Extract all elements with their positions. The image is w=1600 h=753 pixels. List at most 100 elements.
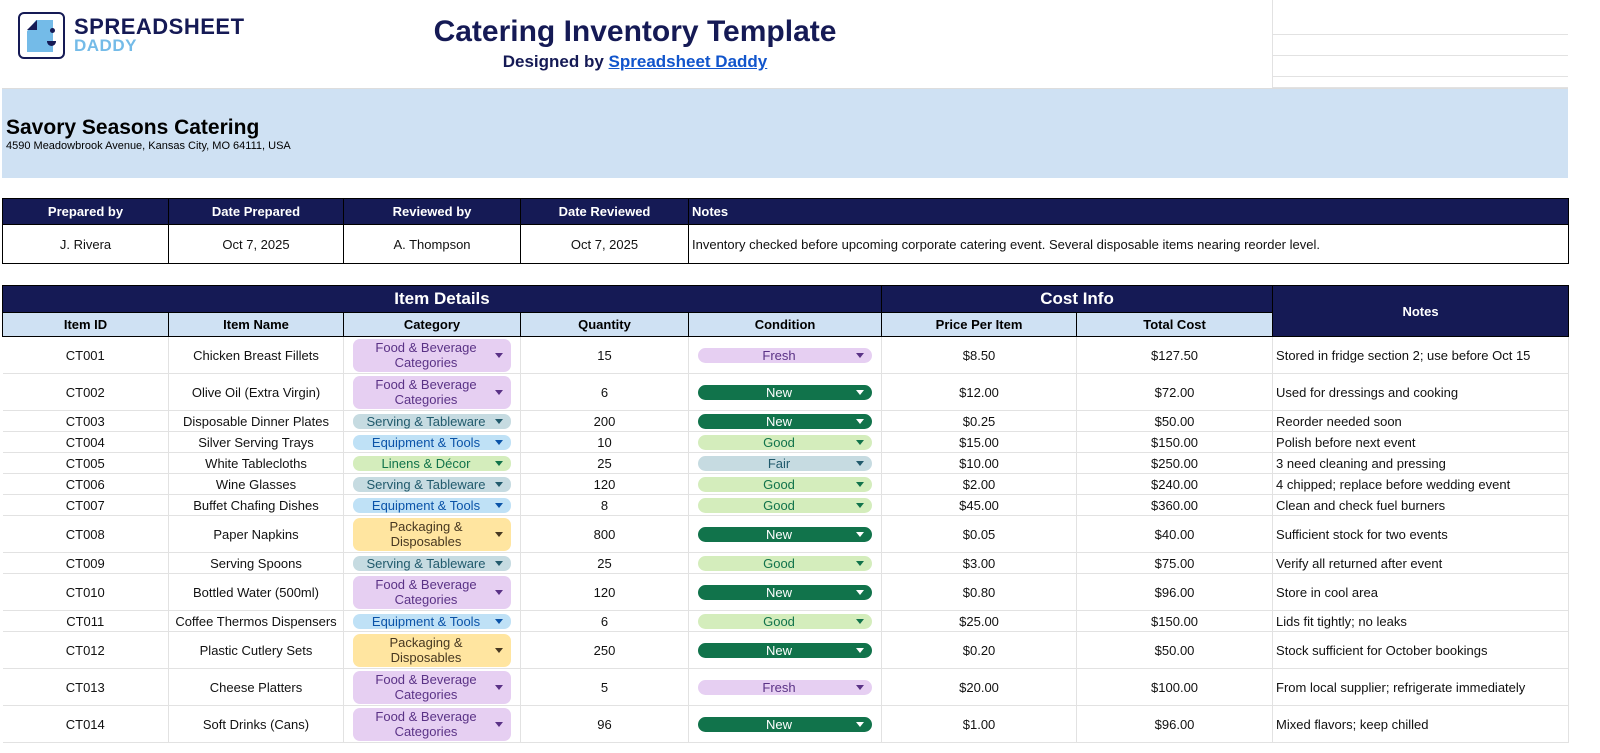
dropdown-arrow-icon[interactable] — [495, 685, 503, 690]
dropdown-arrow-icon[interactable] — [856, 482, 865, 487]
condition-cell[interactable]: New — [688, 410, 883, 432]
category-cell[interactable]: Serving & Tableware — [343, 552, 521, 574]
item-id-cell[interactable]: CT010 — [2, 573, 169, 611]
notes-cell[interactable]: Clean and check fuel burners — [1272, 494, 1570, 516]
total-cost-cell[interactable]: $72.00 — [1076, 373, 1274, 411]
dropdown-arrow-icon[interactable] — [856, 353, 865, 358]
category-cell[interactable]: Serving & Tableware — [343, 473, 521, 495]
condition-cell[interactable]: Good — [688, 473, 883, 495]
dropdown-arrow-icon[interactable] — [856, 722, 865, 727]
price-cell[interactable]: $45.00 — [881, 494, 1078, 516]
notes-cell[interactable]: Inventory checked before upcoming corpor… — [688, 224, 1569, 264]
date-prepared-cell[interactable]: Oct 7, 2025 — [168, 224, 344, 264]
category-cell[interactable]: Food & Beverage Categories — [343, 373, 521, 411]
total-cost-cell[interactable]: $250.00 — [1076, 452, 1274, 474]
condition-dropdown[interactable]: New — [698, 584, 873, 600]
item-name-cell[interactable]: Soft Drinks (Cans) — [168, 705, 344, 743]
condition-dropdown[interactable]: Good — [698, 613, 873, 629]
item-id-cell[interactable]: CT008 — [2, 515, 169, 553]
quantity-cell[interactable]: 250 — [520, 631, 689, 669]
condition-dropdown[interactable]: Fresh — [698, 679, 873, 695]
dropdown-arrow-icon[interactable] — [856, 619, 865, 624]
category-cell[interactable]: Food & Beverage Categories — [343, 573, 521, 611]
category-dropdown[interactable]: Serving & Tableware — [353, 555, 511, 571]
condition-cell[interactable]: Good — [688, 552, 883, 574]
notes-cell[interactable]: Store in cool area — [1272, 573, 1570, 611]
condition-dropdown[interactable]: Good — [698, 555, 873, 571]
item-id-cell[interactable]: CT007 — [2, 494, 169, 516]
dropdown-arrow-icon[interactable] — [856, 532, 865, 537]
item-name-cell[interactable]: Silver Serving Trays — [168, 431, 344, 453]
dropdown-arrow-icon[interactable] — [495, 722, 503, 727]
total-cost-cell[interactable]: $50.00 — [1076, 410, 1274, 432]
notes-cell[interactable]: Stock sufficient for October bookings — [1272, 631, 1570, 669]
item-name-cell[interactable]: Paper Napkins — [168, 515, 344, 553]
notes-cell[interactable]: Verify all returned after event — [1272, 552, 1570, 574]
category-dropdown[interactable]: Equipment & Tools — [353, 497, 511, 513]
item-name-cell[interactable]: Bottled Water (500ml) — [168, 573, 344, 611]
category-cell[interactable]: Equipment & Tools — [343, 610, 521, 632]
category-cell[interactable]: Serving & Tableware — [343, 410, 521, 432]
category-dropdown[interactable]: Food & Beverage Categories — [353, 338, 511, 372]
condition-cell[interactable]: Fair — [688, 452, 883, 474]
item-name-cell[interactable]: Disposable Dinner Plates — [168, 410, 344, 432]
quantity-cell[interactable]: 800 — [520, 515, 689, 553]
notes-cell[interactable]: Mixed flavors; keep chilled — [1272, 705, 1570, 743]
category-dropdown[interactable]: Packaging & Disposables — [353, 517, 511, 551]
notes-cell[interactable]: From local supplier; refrigerate immedia… — [1272, 668, 1570, 706]
price-cell[interactable]: $3.00 — [881, 552, 1078, 574]
price-cell[interactable]: $0.05 — [881, 515, 1078, 553]
quantity-cell[interactable]: 25 — [520, 452, 689, 474]
empty-cell[interactable] — [1272, 0, 1568, 35]
price-cell[interactable]: $20.00 — [881, 668, 1078, 706]
condition-cell[interactable]: Good — [688, 610, 883, 632]
category-dropdown[interactable]: Food & Beverage Categories — [353, 670, 511, 704]
condition-dropdown[interactable]: New — [698, 716, 873, 732]
quantity-cell[interactable]: 6 — [520, 610, 689, 632]
condition-dropdown[interactable]: New — [698, 526, 873, 542]
designer-link[interactable]: Spreadsheet Daddy — [608, 52, 768, 71]
price-cell[interactable]: $15.00 — [881, 431, 1078, 453]
condition-cell[interactable]: Fresh — [688, 336, 883, 374]
dropdown-arrow-icon[interactable] — [856, 685, 865, 690]
item-name-cell[interactable]: Plastic Cutlery Sets — [168, 631, 344, 669]
dropdown-arrow-icon[interactable] — [495, 590, 503, 595]
item-id-cell[interactable]: CT006 — [2, 473, 169, 495]
condition-cell[interactable]: New — [688, 705, 883, 743]
dropdown-arrow-icon[interactable] — [495, 419, 503, 424]
dropdown-arrow-icon[interactable] — [856, 561, 865, 566]
category-dropdown[interactable]: Packaging & Disposables — [353, 633, 511, 667]
item-name-cell[interactable]: Coffee Thermos Dispensers — [168, 610, 344, 632]
condition-dropdown[interactable]: New — [698, 413, 873, 429]
category-cell[interactable]: Food & Beverage Categories — [343, 668, 521, 706]
price-cell[interactable]: $12.00 — [881, 373, 1078, 411]
notes-cell[interactable]: Reorder needed soon — [1272, 410, 1570, 432]
condition-cell[interactable]: Good — [688, 494, 883, 516]
dropdown-arrow-icon[interactable] — [495, 532, 503, 537]
dropdown-arrow-icon[interactable] — [495, 561, 503, 566]
price-cell[interactable]: $0.80 — [881, 573, 1078, 611]
category-cell[interactable]: Linens & Décor — [343, 452, 521, 474]
condition-cell[interactable]: Good — [688, 431, 883, 453]
price-cell[interactable]: $10.00 — [881, 452, 1078, 474]
prepared-by-cell[interactable]: J. Rivera — [2, 224, 169, 264]
price-cell[interactable]: $8.50 — [881, 336, 1078, 374]
quantity-cell[interactable]: 10 — [520, 431, 689, 453]
category-dropdown[interactable]: Food & Beverage Categories — [353, 575, 511, 609]
dropdown-arrow-icon[interactable] — [495, 440, 503, 445]
notes-cell[interactable]: Lids fit tightly; no leaks — [1272, 610, 1570, 632]
dropdown-arrow-icon[interactable] — [856, 440, 865, 445]
item-id-cell[interactable]: CT003 — [2, 410, 169, 432]
category-dropdown[interactable]: Serving & Tableware — [353, 413, 511, 429]
dropdown-arrow-icon[interactable] — [495, 619, 503, 624]
empty-cell[interactable] — [1272, 77, 1568, 88]
condition-dropdown[interactable]: Good — [698, 434, 873, 450]
quantity-cell[interactable]: 25 — [520, 552, 689, 574]
condition-dropdown[interactable]: Good — [698, 497, 873, 513]
quantity-cell[interactable]: 120 — [520, 573, 689, 611]
dropdown-arrow-icon[interactable] — [495, 648, 503, 653]
empty-cell[interactable] — [1272, 56, 1568, 77]
item-id-cell[interactable]: CT009 — [2, 552, 169, 574]
quantity-cell[interactable]: 5 — [520, 668, 689, 706]
quantity-cell[interactable]: 15 — [520, 336, 689, 374]
